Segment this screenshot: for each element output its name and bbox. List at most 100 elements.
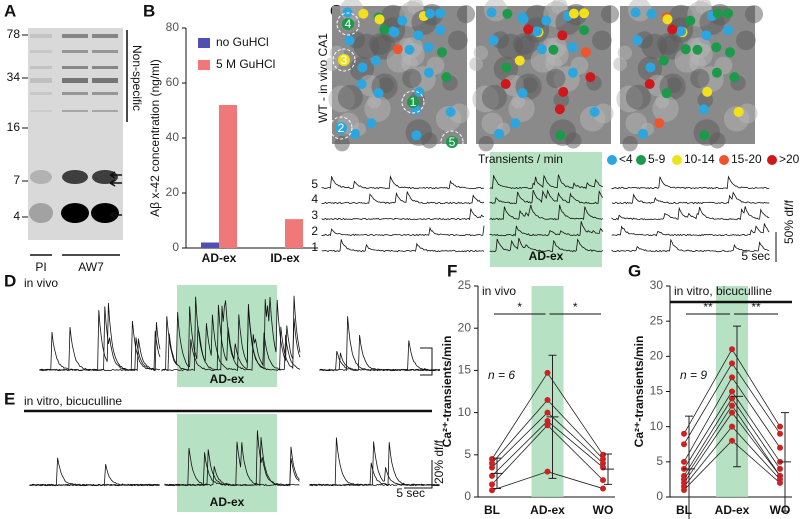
y-tick-label: 25 (650, 313, 664, 327)
marker-label: 16 (7, 120, 21, 134)
cell-dot (357, 62, 368, 73)
cell-dot (712, 8, 723, 19)
cell-dot (446, 136, 458, 148)
trace (29, 457, 160, 487)
data-point (600, 451, 606, 458)
data-point (729, 346, 735, 353)
data-point (600, 460, 606, 467)
data-point (729, 423, 735, 430)
cell-dot (661, 88, 672, 99)
trace (309, 462, 440, 487)
cell-dot (397, 15, 408, 26)
cell-texture (600, 5, 620, 24)
y-axis-label: Ca²⁺-transients/min (440, 336, 454, 448)
cell-texture (625, 112, 648, 135)
cell-dot (423, 67, 434, 78)
trace (489, 221, 604, 237)
scale-y: 20% df/f (432, 439, 446, 484)
cell-dot (698, 104, 709, 115)
cell-dot (445, 106, 456, 117)
data-point (681, 430, 687, 437)
legend-label: no GuHCl (216, 35, 269, 49)
cell-dot (568, 8, 579, 19)
error-bar (491, 457, 503, 490)
scale-bar (404, 460, 433, 489)
cell-texture (448, 30, 468, 51)
annotation: n = 6 (488, 368, 515, 382)
cell-dot (423, 42, 434, 53)
data-point (600, 456, 606, 463)
gel-band (62, 78, 88, 83)
cell-dot (733, 106, 744, 117)
cell-dot (501, 62, 512, 73)
x-tick-label: BL (484, 503, 500, 517)
cell-dot (723, 8, 734, 19)
arrow (109, 179, 122, 187)
cell-texture (674, 48, 700, 73)
data-point (729, 409, 735, 416)
cell-dot (654, 118, 665, 129)
legend-label: 5-9 (648, 152, 666, 166)
gel-band (30, 78, 52, 83)
cell-outline (332, 48, 356, 72)
trace (319, 316, 441, 372)
gel-band (62, 66, 88, 69)
cell-dot (518, 14, 529, 25)
gel-band (92, 110, 118, 112)
marker-label: 78 (7, 27, 21, 41)
cell-dot (404, 44, 415, 55)
y-tick-label: 0 (656, 489, 663, 503)
gel-band (92, 34, 118, 38)
cell-dot (589, 106, 600, 117)
data-point (681, 486, 687, 493)
significance: ** (751, 300, 761, 314)
cell-dot (488, 35, 499, 46)
cell-texture (369, 33, 391, 55)
cell-dot (407, 96, 419, 108)
data-point (544, 422, 551, 429)
legend-label: 15-20 (731, 152, 762, 166)
cell-dot (685, 15, 696, 26)
x-tick-label: ID-ex (270, 251, 300, 265)
gel-band (62, 110, 88, 112)
exposure-band (531, 286, 564, 497)
cell-texture (456, 5, 476, 24)
cell-dot (567, 42, 578, 53)
cell-texture (744, 5, 764, 24)
marker-label: 7 (13, 173, 20, 187)
cell-dot (724, 47, 735, 58)
cell-dot (567, 67, 578, 78)
trace-id: 1 (311, 240, 318, 254)
cell-texture (655, 94, 669, 109)
cell-id: 3 (341, 53, 348, 67)
trace (611, 191, 770, 205)
scale-x: 5 sec (396, 486, 425, 500)
data-point (681, 441, 687, 448)
cell-dot (441, 72, 452, 83)
cell-dot (585, 72, 596, 83)
cell-dot (536, 44, 547, 55)
cell-dot (645, 62, 656, 73)
gel-band (30, 50, 52, 53)
y-tick-label: 80 (166, 20, 180, 34)
trace (321, 239, 485, 253)
cell-dot (523, 24, 534, 35)
data-point (544, 409, 551, 416)
cell-texture (449, 103, 470, 124)
legend-swatch (767, 155, 777, 165)
cell-dot (630, 7, 641, 18)
marker-label: 4 (13, 209, 20, 223)
y-axis-label: Aβ x-42 concentration (ng/ml) (148, 59, 162, 217)
bar (201, 242, 219, 248)
gel-band (92, 50, 118, 53)
error-bar (602, 453, 614, 485)
bar (219, 105, 237, 248)
cell-texture (386, 48, 412, 73)
cell-texture (613, 57, 628, 71)
cell-texture (481, 84, 507, 110)
y-tick-label: 15 (650, 384, 664, 398)
arrow (109, 171, 122, 179)
annotation: n = 9 (680, 368, 707, 382)
data-point (489, 460, 495, 467)
lane-label: PI (35, 260, 46, 274)
